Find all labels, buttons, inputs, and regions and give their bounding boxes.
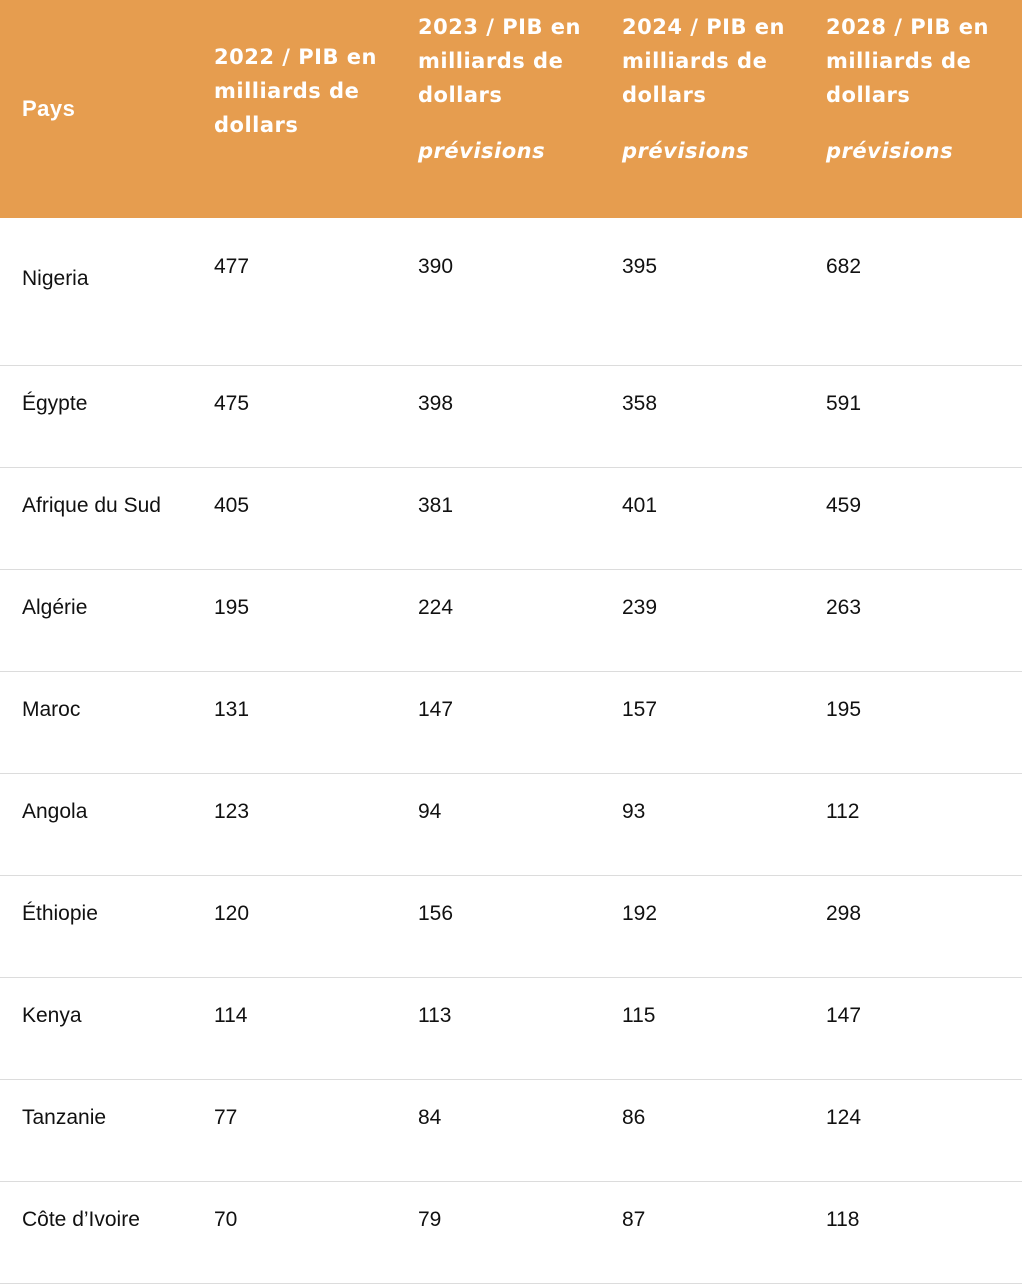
cell-2023: 147 — [404, 671, 608, 774]
cell-2024: 87 — [608, 1181, 812, 1284]
cell-2022: 195 — [200, 569, 404, 672]
header-2028-label: 2028 / PIB en milliards de dollars — [826, 15, 989, 107]
cell-country: Égypte — [0, 365, 200, 468]
cell-2024: 395 — [608, 218, 812, 366]
cell-country: Tanzanie — [0, 1079, 200, 1182]
cell-2028: 263 — [812, 569, 1022, 672]
cell-2024: 239 — [608, 569, 812, 672]
header-2024-label: 2024 / PIB en milliards de dollars — [622, 15, 785, 107]
cell-2022: 475 — [200, 365, 404, 468]
cell-country: Afrique du Sud — [0, 467, 200, 570]
cell-2028: 298 — [812, 875, 1022, 978]
cell-2024: 192 — [608, 875, 812, 978]
cell-2022: 477 — [200, 218, 404, 366]
cell-2024: 86 — [608, 1079, 812, 1182]
cell-2024: 358 — [608, 365, 812, 468]
cell-2023: 113 — [404, 977, 608, 1080]
cell-2024: 157 — [608, 671, 812, 774]
cell-country: Angola — [0, 773, 200, 876]
table-row: Angola 123 94 93 112 — [0, 773, 1022, 876]
cell-country: Nigeria — [0, 218, 200, 366]
cell-2028: 459 — [812, 467, 1022, 570]
cell-2022: 123 — [200, 773, 404, 876]
header-2028-note: prévisions — [826, 139, 954, 163]
table-row: Maroc 131 147 157 195 — [0, 671, 1022, 774]
header-country: Pays — [0, 0, 200, 218]
cell-2023: 224 — [404, 569, 608, 672]
cell-2023: 156 — [404, 875, 608, 978]
cell-2024: 115 — [608, 977, 812, 1080]
cell-2024: 401 — [608, 467, 812, 570]
cell-2022: 131 — [200, 671, 404, 774]
cell-2028: 124 — [812, 1079, 1022, 1182]
header-2028: 2028 / PIB en milliards de dollars prévi… — [812, 0, 1022, 218]
cell-2023: 381 — [404, 467, 608, 570]
header-2024: 2024 / PIB en milliards de dollars prévi… — [608, 0, 812, 218]
cell-2028: 195 — [812, 671, 1022, 774]
header-2022-label: 2022 / PIB en milliards de dollars — [214, 45, 377, 137]
cell-country: Côte d’Ivoire — [0, 1181, 200, 1284]
table-row: Tanzanie 77 84 86 124 — [0, 1079, 1022, 1182]
header-2024-note: prévisions — [622, 139, 750, 163]
cell-country: Maroc — [0, 671, 200, 774]
table-row: Algérie 195 224 239 263 — [0, 569, 1022, 672]
cell-country: Éthiopie — [0, 875, 200, 978]
cell-2028: 147 — [812, 977, 1022, 1080]
cell-2028: 118 — [812, 1181, 1022, 1284]
cell-2022: 405 — [200, 467, 404, 570]
table-row: Côte d’Ivoire 70 79 87 118 — [0, 1181, 1022, 1284]
cell-2023: 94 — [404, 773, 608, 876]
cell-2028: 682 — [812, 218, 1022, 366]
cell-2023: 398 — [404, 365, 608, 468]
cell-2028: 112 — [812, 773, 1022, 876]
table-row: Égypte 475 398 358 591 — [0, 365, 1022, 468]
table-row: Kenya 114 113 115 147 — [0, 977, 1022, 1080]
cell-2028: 591 — [812, 365, 1022, 468]
cell-2023: 79 — [404, 1181, 608, 1284]
table-row: Afrique du Sud 405 381 401 459 — [0, 467, 1022, 570]
table-body: Nigeria 477 390 395 682 Égypte 475 398 3… — [0, 218, 1022, 1284]
cell-2022: 77 — [200, 1079, 404, 1182]
header-2023: 2023 / PIB en milliards de dollars prévi… — [404, 0, 608, 218]
cell-country: Kenya — [0, 977, 200, 1080]
cell-2022: 70 — [200, 1181, 404, 1284]
cell-2022: 120 — [200, 875, 404, 978]
cell-2022: 114 — [200, 977, 404, 1080]
cell-country: Algérie — [0, 569, 200, 672]
table-row: Nigeria 477 390 395 682 — [0, 218, 1022, 366]
cell-2024: 93 — [608, 773, 812, 876]
header-2023-label: 2023 / PIB en milliards de dollars — [418, 15, 581, 107]
cell-2023: 390 — [404, 218, 608, 366]
header-row: Pays 2022 / PIB en milliards de dollars … — [0, 0, 1022, 218]
header-2022: 2022 / PIB en milliards de dollars — [200, 0, 404, 218]
table-row: Éthiopie 120 156 192 298 — [0, 875, 1022, 978]
header-2023-note: prévisions — [418, 139, 546, 163]
cell-2023: 84 — [404, 1079, 608, 1182]
table-header: Pays 2022 / PIB en milliards de dollars … — [0, 0, 1022, 218]
